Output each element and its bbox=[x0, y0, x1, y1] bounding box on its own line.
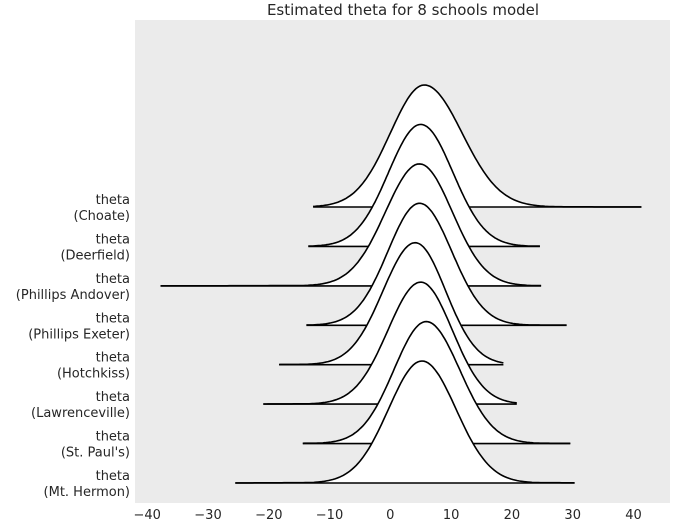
ridge-fill bbox=[235, 361, 575, 483]
chart-title: Estimated theta for 8 schools model bbox=[267, 1, 539, 19]
y-tick-label-bottom: (Phillips Exeter) bbox=[28, 327, 130, 342]
y-tick-labels: theta(Choate)theta(Deerfield)theta(Phill… bbox=[16, 193, 130, 500]
y-tick-label-bottom: (Deerfield) bbox=[60, 248, 130, 263]
x-tick-label: 40 bbox=[625, 508, 642, 523]
x-tick-labels: −40 −30 −20 −10 0 10 20 30 40 bbox=[133, 508, 641, 523]
x-tick-label: −20 bbox=[255, 508, 282, 523]
ridge-line bbox=[302, 320, 571, 445]
y-tick-label-top: theta bbox=[96, 430, 130, 445]
y-tick-label-bottom: (Phillips Andover) bbox=[16, 288, 130, 303]
y-tick-label-top: theta bbox=[96, 311, 130, 326]
y-tick-label-bottom: (Choate) bbox=[74, 209, 130, 224]
ridge-line bbox=[279, 241, 504, 366]
x-tick-label: −30 bbox=[194, 508, 221, 523]
y-tick-label-bottom: (Lawrenceville) bbox=[31, 406, 130, 421]
y-tick-label-top: theta bbox=[96, 193, 130, 208]
x-tick-label: −10 bbox=[316, 508, 343, 523]
ridge-series bbox=[235, 360, 575, 484]
y-tick-label-top: theta bbox=[96, 232, 130, 247]
y-tick-label-bottom: (St. Paul's) bbox=[61, 446, 130, 461]
y-tick-label-top: theta bbox=[96, 390, 130, 405]
ridges bbox=[160, 84, 642, 484]
y-tick-label-top: theta bbox=[96, 272, 130, 287]
y-tick-label-top: theta bbox=[96, 351, 130, 366]
x-tick-label: 0 bbox=[386, 508, 394, 523]
x-tick-label: 20 bbox=[504, 508, 521, 523]
y-tick-label-top: theta bbox=[96, 469, 130, 484]
x-tick-label: 30 bbox=[564, 508, 581, 523]
ridge-fill bbox=[306, 203, 567, 326]
x-tick-label: −40 bbox=[133, 508, 160, 523]
x-tick-label: 10 bbox=[443, 508, 460, 523]
ridge-line bbox=[308, 123, 540, 247]
y-tick-label-bottom: (Mt. Hermon) bbox=[44, 485, 130, 500]
y-tick-label-bottom: (Hotchkiss) bbox=[57, 367, 130, 382]
